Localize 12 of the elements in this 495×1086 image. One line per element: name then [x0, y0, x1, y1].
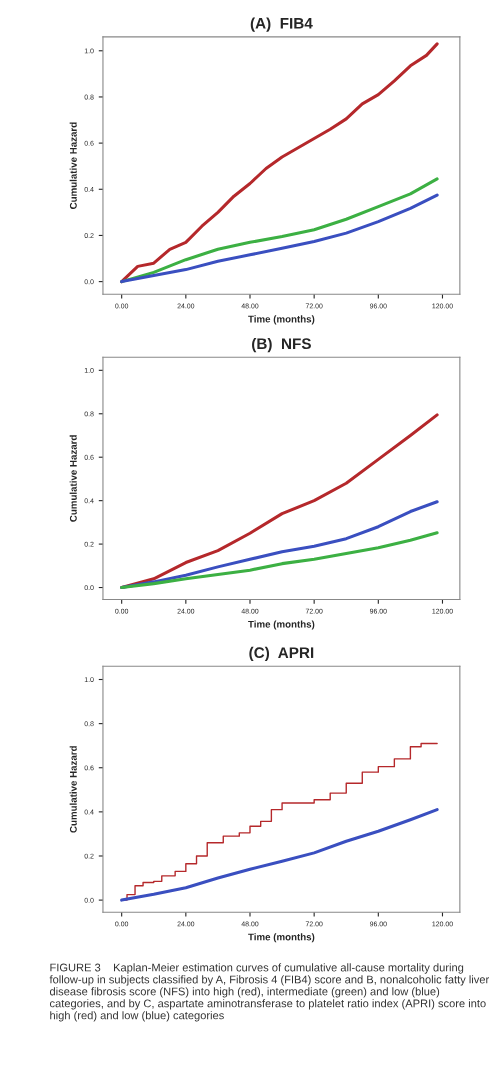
y-axis-title: Cumulative Hazard	[69, 746, 77, 833]
chart-title: (C) APRI	[249, 646, 314, 662]
chart-title: (B) NFS	[252, 337, 311, 353]
line-series	[120, 531, 439, 590]
line-series	[120, 808, 439, 902]
y-axis-title: Cumulative Hazard	[69, 122, 77, 209]
y-axis-title: Cumulative Hazard	[69, 435, 77, 522]
x-axis-title: Time (months)	[248, 620, 315, 630]
caption: FIGURE 3 Kaplan-Meier estimation curves of cumulative all-cause mortality during follow-up in subjects classified by A, Fibrosis 4 (FIB4) score and B, nonalcoholic fatty liver disease fibrosis score (NFS) into high (red), intermediate (green) and low (blue) categories, and by C, aspartate aminotransferase to platelet ratio index (APRI) score into high (red) and low (blue) categories	[49, 963, 490, 1022]
x-axis-title: Time (months)	[248, 933, 315, 943]
chart-title: (A) FIB4	[250, 17, 313, 32]
x-axis-title: Time (months)	[248, 315, 315, 325]
